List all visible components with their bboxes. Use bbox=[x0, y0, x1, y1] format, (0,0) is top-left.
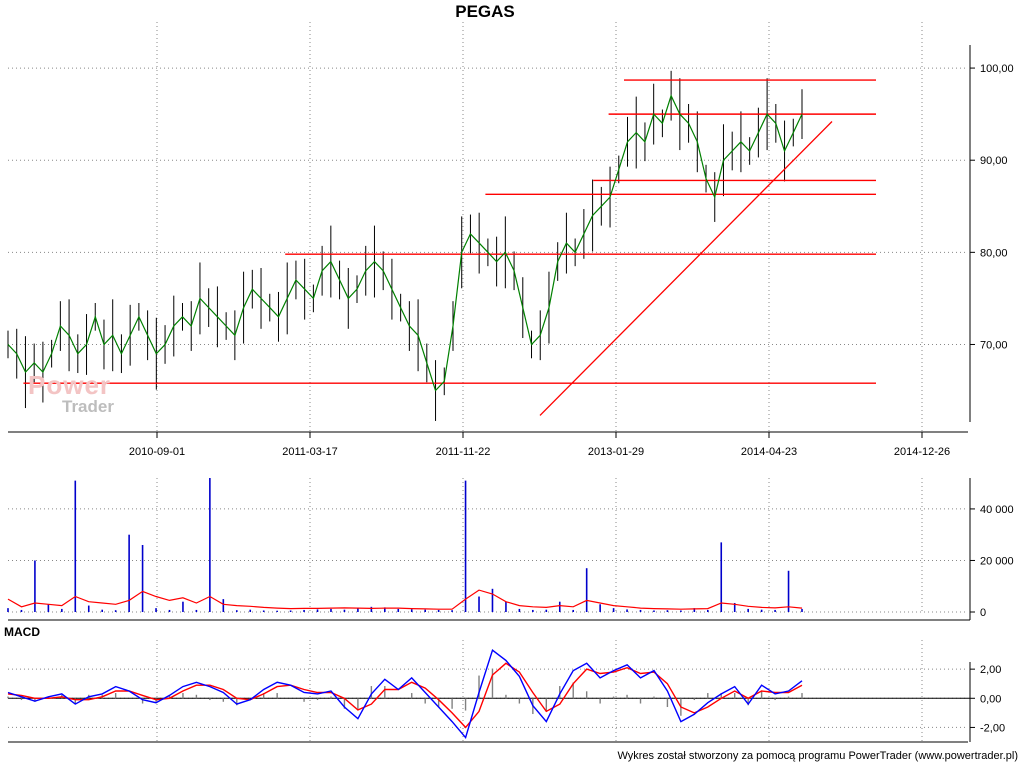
macd-tick-label: -2,00 bbox=[980, 722, 1005, 734]
chart-title: PEGAS bbox=[455, 2, 515, 21]
trend-line bbox=[539, 121, 833, 416]
x-tick-label: 2011-11-22 bbox=[436, 446, 491, 458]
y-tick-label: 90,00 bbox=[980, 155, 1008, 167]
price-moving-average bbox=[7, 94, 803, 392]
macd-tick-label: 0,00 bbox=[980, 693, 1001, 705]
x-tick-label: 2014-12-26 bbox=[894, 446, 950, 458]
volume-average-line bbox=[7, 589, 803, 610]
macd-tick-label: 2,00 bbox=[980, 664, 1001, 676]
footer-credit: Wykres został stworzony za pomocą progra… bbox=[617, 750, 1018, 762]
x-tick-label: 2014-04-23 bbox=[741, 446, 797, 458]
support-resistance-levels bbox=[23, 79, 876, 384]
volume-average-line bbox=[7, 589, 803, 610]
price-line bbox=[7, 94, 803, 392]
volume-tick-label: 40 000 bbox=[980, 504, 1014, 516]
price-bars bbox=[7, 70, 803, 421]
y-tick-label: 80,00 bbox=[980, 247, 1008, 259]
panel-frames bbox=[8, 45, 975, 743]
macd-series bbox=[7, 649, 803, 740]
volume-tick-label: 0 bbox=[980, 607, 986, 619]
macd-signal-line bbox=[7, 662, 803, 729]
x-tick-label: 2011-03-17 bbox=[282, 446, 337, 458]
trend-line bbox=[539, 121, 833, 416]
y-tick-label: 100,00 bbox=[980, 63, 1014, 75]
macd-line bbox=[7, 649, 803, 740]
volume-tick-label: 20 000 bbox=[980, 555, 1014, 567]
x-tick-label: 2013-01-29 bbox=[588, 446, 644, 458]
y-tick-label: 70,00 bbox=[980, 339, 1008, 351]
x-tick-label: 2010-09-01 bbox=[129, 446, 185, 458]
macd-panel-label: MACD bbox=[4, 625, 40, 639]
volume-bars bbox=[7, 478, 803, 612]
tick-labels: 2010-09-01 2011-03-17 2011-11-22 2013-01-29… bbox=[129, 63, 1014, 734]
